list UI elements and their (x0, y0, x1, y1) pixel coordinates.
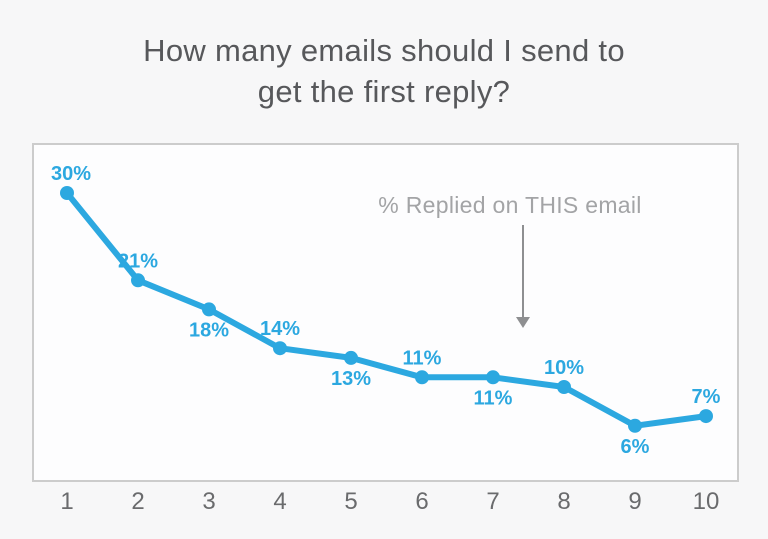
data-point-label: 10% (544, 357, 584, 379)
data-point (131, 273, 145, 288)
chart-title-line1: How many emails should I send to (143, 33, 625, 68)
annotation-label: % Replied on THIS email (378, 192, 642, 218)
data-point (415, 370, 429, 385)
data-point-label: 11% (403, 347, 442, 369)
trend-line (64, 190, 709, 429)
data-point-label: 13% (331, 368, 371, 390)
data-point (486, 370, 500, 385)
data-point (699, 409, 713, 424)
line-chart: 30% 21% 18% 14% 13% 11% 11% 10% 6% 7% (51, 163, 721, 458)
x-axis: 1 2 3 4 5 6 7 8 9 10 (32, 488, 739, 520)
data-point-label: 14% (260, 318, 300, 340)
data-point-label: 11% (474, 387, 513, 409)
annotation-arrow-icon (516, 225, 530, 328)
data-point (557, 380, 571, 394)
x-tick-label: 9 (628, 488, 642, 515)
data-point (273, 341, 287, 356)
x-tick-label: 2 (131, 488, 145, 515)
plot-area: 30% 21% 18% 14% 13% 11% 11% 10% 6% 7% % Replied o… (32, 143, 739, 482)
x-tick-label: 1 (60, 488, 74, 515)
data-point-label: 18% (189, 319, 229, 341)
data-point (344, 350, 358, 365)
chart-title-line2: get the first reply? (257, 74, 511, 109)
x-tick-label: 8 (557, 488, 571, 515)
data-point-label: 6% (621, 436, 650, 458)
data-point (60, 186, 74, 200)
x-tick-label: 3 (202, 488, 216, 515)
x-tick-label: 10 (692, 488, 720, 515)
x-tick-label: 4 (273, 488, 287, 515)
data-point (202, 302, 216, 317)
data-point-label: 7% (692, 386, 721, 408)
data-point-label: 30% (51, 163, 91, 185)
chart-title: How many emails should I send to get the … (0, 30, 768, 112)
x-tick-label: 6 (415, 488, 429, 515)
x-tick-label: 7 (486, 488, 500, 515)
data-point-label: 21% (118, 250, 158, 272)
x-tick-label: 5 (344, 488, 358, 515)
data-point (628, 418, 642, 433)
